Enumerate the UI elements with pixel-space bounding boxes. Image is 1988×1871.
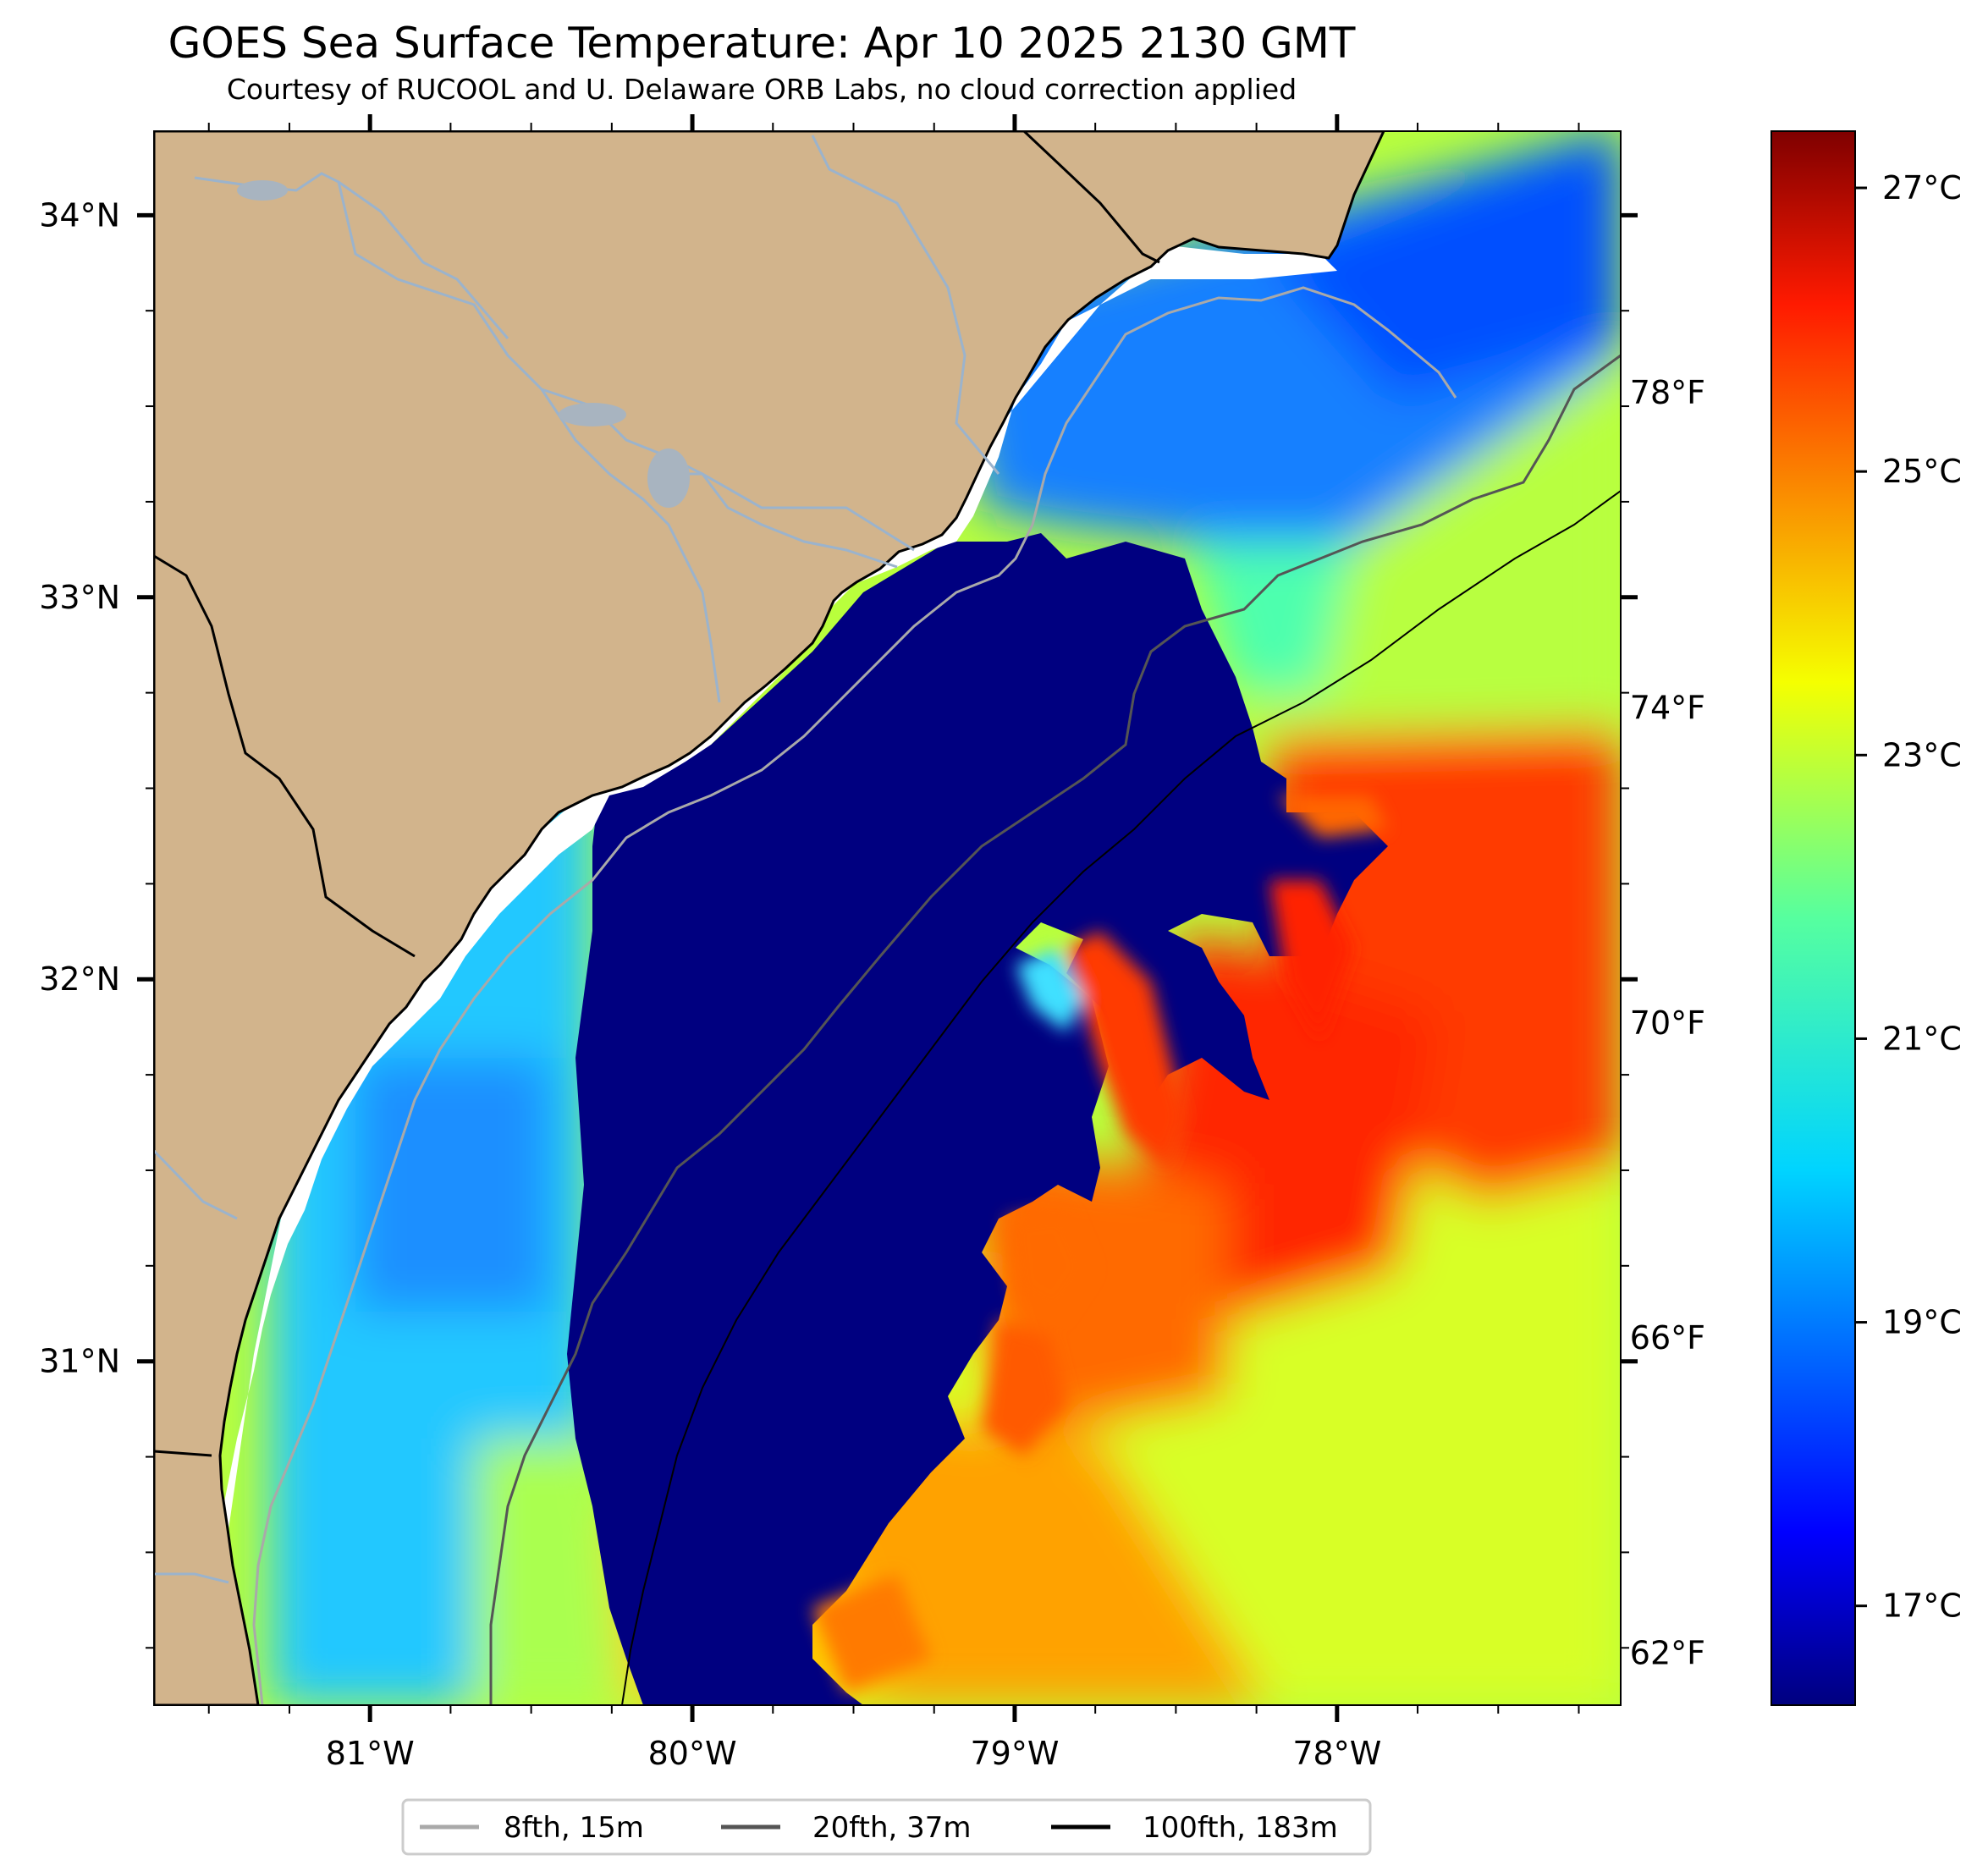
map-axes: 81°W 80°W 79°W 78°W 31°N 32°N 33°N 34°N xyxy=(39,114,1638,1772)
lon-tick-label: 78°W xyxy=(1292,1735,1381,1772)
colorbar-celsius-label: 21°C xyxy=(1882,1020,1962,1057)
colorbar-celsius-label: 27°C xyxy=(1882,169,1962,206)
lat-tick-label: 31°N xyxy=(39,1343,120,1380)
legend-box xyxy=(401,1798,1372,1856)
colorbar-axes: 17°C 19°C 21°C 23°C 25°C 27°C 62°F 66°F 70°F 74°F… xyxy=(1630,169,1962,1672)
colorbar-fahrenheit-label: 66°F xyxy=(1630,1319,1705,1356)
land-mass xyxy=(154,131,1385,1705)
legend-label-100fth: 100fth, 183m xyxy=(1143,1811,1338,1845)
map-panel xyxy=(154,131,1621,1705)
lake-wateree xyxy=(237,180,288,201)
map-subtitle: Courtesy of RUCOOL and U. Delaware ORB L… xyxy=(226,73,1297,106)
lon-tick-label: 81°W xyxy=(326,1735,415,1772)
colorbar-fahrenheit-label: 62°F xyxy=(1630,1635,1705,1672)
map-frame xyxy=(153,130,1622,1706)
colorbar-celsius-label: 19°C xyxy=(1882,1304,1962,1341)
contour-100fth xyxy=(621,490,1621,1705)
legend-label-8fth: 8fth, 15m xyxy=(504,1811,644,1845)
lat-tick-label: 34°N xyxy=(39,196,120,234)
colorbar-fahrenheit-label: 74°F xyxy=(1630,689,1705,726)
lon-tick-label: 79°W xyxy=(970,1735,1059,1772)
lake-moultrie xyxy=(559,403,626,426)
colorbar-celsius-label: 23°C xyxy=(1882,736,1962,773)
colorbar xyxy=(1770,130,1856,1706)
colorbar-celsius-label: 17°C xyxy=(1882,1588,1962,1625)
colorbar-fahrenheit-label: 78°F xyxy=(1630,374,1705,411)
lat-tick-label: 32°N xyxy=(39,960,120,998)
map-title: GOES Sea Surface Temperature: Apr 10 202… xyxy=(168,19,1356,68)
cold-pool xyxy=(567,533,1388,1705)
colorbar-fahrenheit-label: 70°F xyxy=(1630,1004,1705,1042)
lat-tick-label: 33°N xyxy=(39,579,120,616)
lake-marion xyxy=(647,448,690,508)
sst-field-filaments xyxy=(812,795,1388,1692)
contour-legend: 8fth, 15m 20fth, 37m 100fth, 183m xyxy=(401,1798,1372,1856)
contour-8fth xyxy=(252,286,1457,1705)
colorbar-celsius-label: 25°C xyxy=(1882,453,1962,490)
legend-label-20fth: 20fth, 37m xyxy=(812,1811,972,1845)
state-boundaries xyxy=(154,131,1160,1457)
contour-20fth xyxy=(489,354,1621,1705)
lon-tick-label: 80°W xyxy=(648,1735,737,1772)
